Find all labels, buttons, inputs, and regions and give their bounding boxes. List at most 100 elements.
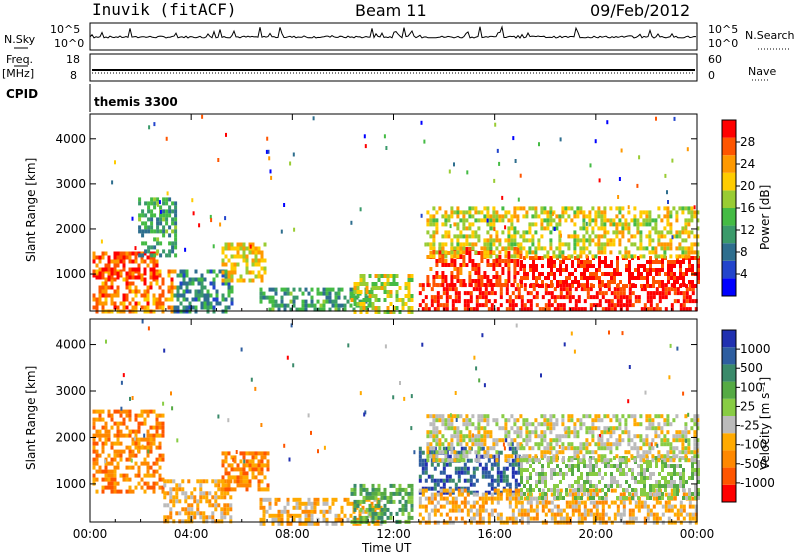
range-gate-cell [540, 442, 543, 446]
range-gate-cell [214, 507, 217, 511]
range-gate-cell [450, 263, 453, 267]
range-gate-cell [586, 264, 589, 268]
range-gate-cell [363, 278, 366, 282]
range-gate-cell [474, 450, 477, 454]
range-gate-cell [526, 276, 529, 280]
range-gate-cell [471, 222, 474, 226]
range-gate-cell [228, 294, 231, 298]
range-gate-cell [437, 291, 440, 295]
range-gate-cell [560, 509, 563, 513]
range-gate-cell [114, 470, 117, 474]
range-gate-cell [231, 263, 234, 267]
range-gate-cell [429, 454, 432, 458]
range-gate-cell [308, 498, 311, 502]
range-gate-cell [549, 230, 552, 234]
range-gate-cell [495, 263, 498, 267]
range-gate-cell [222, 279, 225, 283]
range-gate-cell [492, 275, 495, 279]
range-gate-cell [228, 475, 231, 479]
range-gate-cell [666, 454, 669, 458]
range-gate-cell [516, 218, 519, 222]
range-gate-cell [669, 458, 672, 462]
range-gate-cell [384, 492, 387, 496]
range-gate-cell [588, 238, 591, 242]
range-gate-cell [183, 298, 186, 302]
range-gate-cell [549, 242, 552, 246]
range-gate-cell [213, 270, 216, 274]
range-gate-cell [335, 514, 338, 518]
range-gate-cell [263, 510, 266, 514]
range-gate-cell [580, 496, 583, 500]
range-gate-cell [275, 304, 278, 308]
range-gate-cell [266, 510, 269, 514]
range-gate-cell [565, 464, 568, 468]
range-gate-cell [450, 210, 453, 214]
range-gate-cell [120, 414, 123, 418]
range-gate-cell [639, 234, 642, 238]
range-gate-cell [477, 430, 480, 434]
range-gate-cell [489, 434, 492, 438]
range-gate-cell [446, 303, 449, 307]
range-gate-cell [138, 466, 141, 470]
range-gate-cell [399, 508, 402, 512]
range-gate-cell [688, 260, 691, 264]
range-gate-cell [582, 210, 585, 214]
range-gate-cell [645, 442, 648, 446]
range-gate-cell [572, 505, 575, 509]
range-gate-cell [588, 214, 591, 218]
data-region [419, 489, 698, 525]
range-gate-cell [220, 519, 223, 523]
range-gate-cell [540, 218, 543, 222]
range-gate-cell [649, 284, 652, 288]
range-gate-cell [222, 259, 225, 263]
range-gate-cell [468, 226, 471, 230]
range-gate-cell [645, 438, 648, 442]
range-gate-cell [147, 454, 150, 458]
range-gate-cell [522, 454, 525, 458]
range-gate-cell [628, 484, 631, 488]
range-gate-cell [673, 276, 676, 280]
range-gate-cell [153, 213, 156, 217]
range-gate-cell [369, 492, 372, 496]
range-gate-cell [369, 508, 372, 512]
range-gate-cell [111, 286, 114, 290]
range-gate-cell [537, 214, 540, 218]
scatter-gate-cell [360, 207, 362, 211]
range-gate-cell [399, 484, 402, 488]
range-gate-cell [643, 492, 646, 496]
range-gate-cell [187, 507, 190, 511]
range-gate-cell [528, 230, 531, 234]
range-gate-cell [621, 458, 624, 462]
range-gate-cell [354, 500, 357, 504]
range-gate-cell [123, 410, 126, 414]
range-gate-cell [108, 414, 111, 418]
scatter-gate-cell [123, 373, 125, 377]
range-gate-cell [587, 513, 590, 517]
range-gate-cell [579, 210, 582, 214]
range-gate-cell [473, 471, 476, 475]
range-gate-cell [156, 458, 159, 462]
range-gate-cell [432, 418, 435, 422]
range-gate-cell [670, 472, 673, 476]
range-gate-cell [390, 484, 393, 488]
range-gate-cell [532, 268, 535, 272]
range-gate-cell [208, 503, 211, 507]
range-gate-cell [477, 446, 480, 450]
range-gate-cell [590, 303, 593, 307]
range-gate-cell [513, 271, 516, 275]
range-gate-cell [426, 446, 429, 450]
range-gate-cell [363, 282, 366, 286]
range-gate-cell [153, 276, 156, 280]
range-gate-cell [589, 276, 592, 280]
range-gate-cell [428, 517, 431, 521]
range-gate-cell [150, 286, 153, 290]
range-gate-cell [670, 264, 673, 268]
range-gate-cell [440, 479, 443, 483]
range-gate-cell [600, 214, 603, 218]
range-gate-cell [603, 446, 606, 450]
range-gate-cell [608, 517, 611, 521]
range-gate-cell [461, 489, 464, 493]
range-gate-cell [243, 455, 246, 459]
range-gate-cell [174, 205, 177, 209]
range-gate-cell [592, 272, 595, 276]
